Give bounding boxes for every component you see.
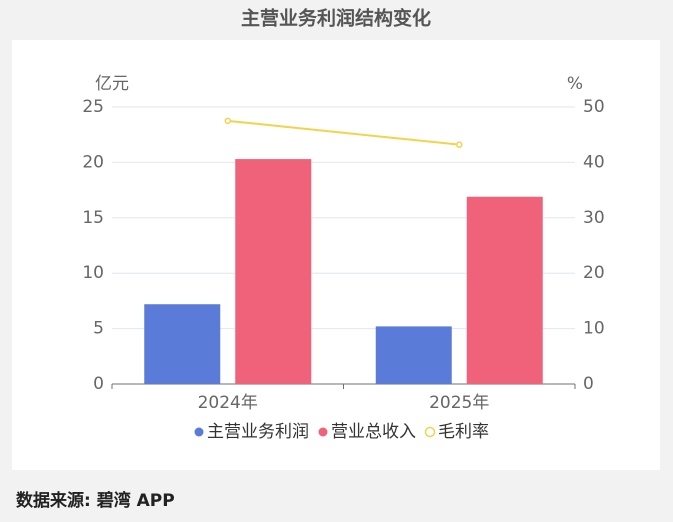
y-tick-label: 25 (82, 97, 104, 117)
legend-marker (194, 427, 204, 437)
y2-tick-label: 10 (583, 319, 605, 339)
line (227, 119, 460, 146)
bar (235, 159, 312, 384)
legend-label: 营业总收入 (331, 422, 416, 442)
legend-marker (318, 427, 328, 437)
y-axis-label: 亿元 (95, 74, 129, 94)
y-tick-label: 5 (93, 319, 104, 339)
y-tick-label: 15 (82, 208, 104, 228)
y2-tick-label: 50 (583, 97, 605, 117)
line-point (456, 141, 463, 148)
line-point (224, 117, 231, 125)
y2-tick-label: 40 (583, 152, 605, 172)
chart-title: 主营业务利润结构变化 (241, 7, 431, 30)
panel (12, 40, 660, 470)
bar (375, 326, 452, 384)
y-tick-label: 0 (93, 374, 104, 394)
y2-tick-label: 30 (583, 208, 605, 228)
bar (144, 304, 221, 384)
y2-axis-label: % (567, 74, 583, 94)
source: 数据来源: 碧湾 APP (16, 490, 175, 511)
x-tick-label: 2025年 (429, 393, 489, 413)
legend-label: 毛利率 (438, 422, 489, 442)
legend-label: 主营业务利润 (207, 422, 309, 442)
y2-tick-label: 0 (583, 374, 594, 394)
y-tick-label: 20 (82, 152, 104, 172)
legend-marker (424, 426, 436, 438)
bar (466, 196, 543, 384)
x-tick-label: 2024年 (198, 393, 258, 413)
y-tick-label: 10 (82, 263, 104, 283)
y2-tick-label: 20 (583, 263, 605, 283)
